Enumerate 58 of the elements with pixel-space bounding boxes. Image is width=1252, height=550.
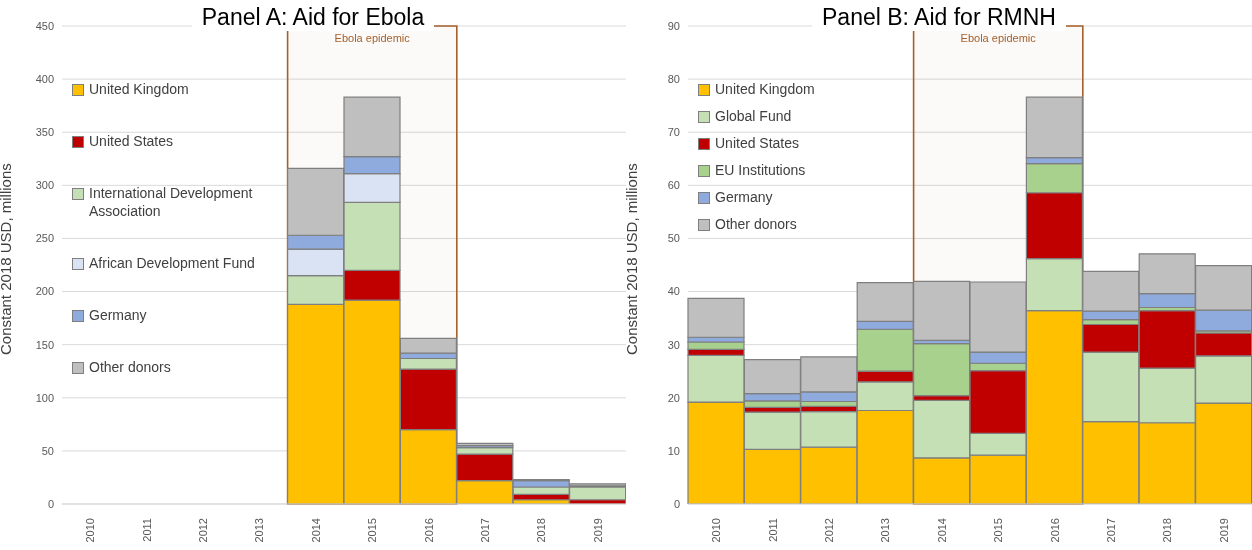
x-tick-label: 2018 [535, 518, 548, 543]
chart-title: Panel B: Aid for RMNH [812, 4, 1066, 31]
x-tick-label: 2013 [253, 518, 266, 543]
y-tick-label: 0 [673, 497, 680, 510]
legend-label: African Development Fund [89, 254, 255, 272]
y-tick-label: 40 [667, 285, 680, 298]
x-tick-label: 2011 [766, 518, 779, 542]
x-tick-label: 2018 [1161, 518, 1174, 543]
x-tick-label: 2015 [366, 518, 379, 543]
x-tick-label: 2014 [309, 518, 322, 543]
y-tick-label: 200 [35, 285, 54, 298]
x-tick-label: 2019 [591, 518, 604, 543]
y-tick-label: 450 [35, 19, 54, 32]
y-tick-label: 10 [667, 444, 680, 457]
y-tick-label: 400 [35, 73, 54, 86]
x-tick-label: 2015 [992, 518, 1005, 543]
legend-label: Other donors [89, 358, 171, 376]
x-tick-label: 2012 [197, 518, 209, 543]
x-tick-label: 2010 [710, 518, 723, 543]
legend-label: International Development Association [89, 184, 254, 220]
legend-label: United Kingdom [715, 80, 815, 98]
x-tick-label: 2012 [823, 518, 835, 543]
y-tick-label: 50 [41, 444, 54, 457]
y-tick-label: 300 [35, 179, 54, 192]
y-tick-label: 350 [35, 126, 54, 139]
y-tick-label: 50 [667, 232, 680, 245]
legend-label: United States [715, 134, 800, 152]
legend-label: EU Institutions [715, 161, 806, 179]
legend-label: Germany [715, 188, 773, 206]
y-tick-label: 80 [667, 73, 680, 86]
legend-label: United States [89, 132, 174, 150]
x-tick-label: 2019 [1217, 518, 1230, 543]
y-axis-title: Constant 2018 USD, millions [0, 163, 15, 355]
band-label: Ebola epidemic [960, 31, 1037, 44]
y-tick-label: 150 [35, 338, 54, 351]
x-tick-label: 2016 [422, 518, 435, 543]
y-tick-label: 90 [667, 19, 680, 32]
legend-label: Other donors [715, 215, 797, 233]
x-tick-label: 2017 [1105, 518, 1117, 543]
y-tick-label: 250 [35, 232, 54, 245]
chart-title: Panel A: Aid for Ebola [191, 4, 435, 31]
y-tick-label: 100 [35, 391, 54, 404]
x-tick-label: 2011 [140, 518, 153, 542]
y-tick-label: 70 [667, 126, 680, 139]
y-tick-label: 0 [47, 497, 54, 510]
legend-label: United Kingdom [89, 80, 189, 98]
x-tick-label: 2016 [1048, 518, 1061, 543]
y-tick-label: 60 [667, 179, 680, 192]
x-tick-label: 2010 [84, 518, 97, 543]
band-label: Ebola epidemic [334, 31, 411, 44]
y-tick-label: 20 [667, 391, 680, 404]
y-axis-title: Constant 2018 USD, millions [623, 163, 641, 355]
x-tick-label: 2013 [879, 518, 892, 543]
y-tick-label: 30 [667, 338, 680, 351]
legend-label: Global Fund [715, 107, 792, 125]
x-tick-label: 2014 [935, 518, 948, 543]
legend-label: Germany [89, 306, 147, 324]
x-tick-label: 2017 [479, 518, 491, 543]
